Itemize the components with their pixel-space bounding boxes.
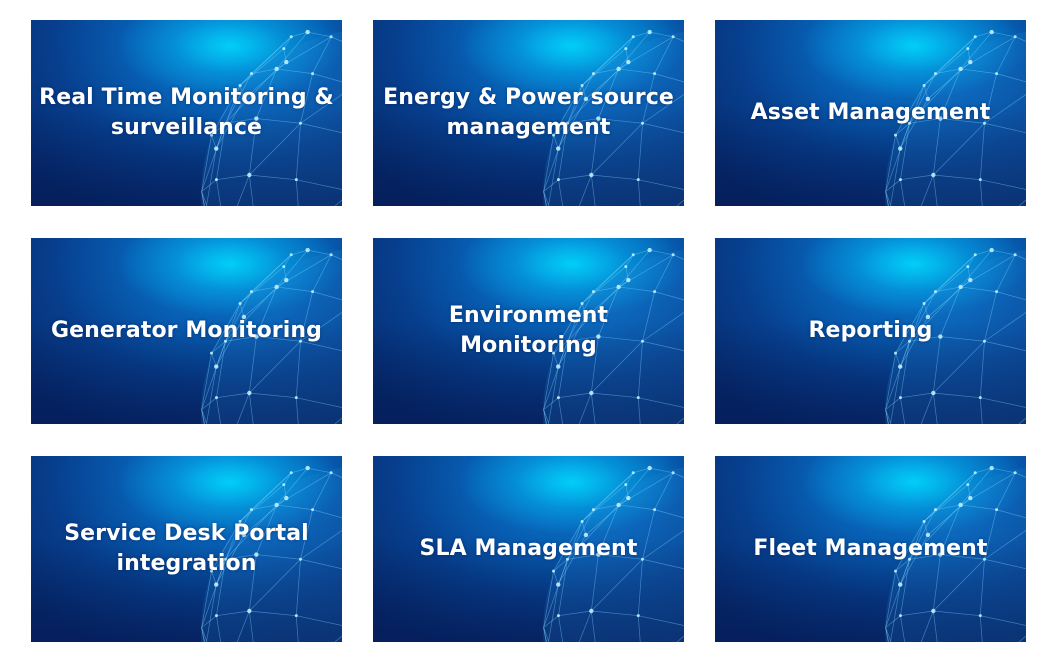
card-title: Real Time Monitoring & surveillance bbox=[39, 85, 334, 140]
globe-network-icon bbox=[201, 465, 342, 642]
network-nodes bbox=[210, 465, 333, 618]
card-title: Energy & Power source management bbox=[383, 85, 674, 140]
card-title: Service Desk Portal integration bbox=[64, 521, 309, 576]
feature-card-fleet-management[interactable]: Fleet Management bbox=[715, 456, 1026, 642]
network-nodes bbox=[552, 465, 675, 618]
network-nodes bbox=[552, 29, 675, 182]
network-lines bbox=[543, 249, 684, 424]
card-title: Reporting bbox=[808, 318, 933, 343]
network-lines bbox=[543, 31, 684, 206]
globe-network-icon bbox=[201, 29, 342, 206]
network-lines bbox=[201, 31, 342, 206]
feature-card-environment-monitoring[interactable]: Environment Monitoring bbox=[373, 238, 684, 424]
feature-card-sla-management[interactable]: SLA Management bbox=[373, 456, 684, 642]
feature-card-real-time-monitoring[interactable]: Real Time Monitoring & surveillance bbox=[31, 20, 342, 206]
network-lines bbox=[885, 31, 1026, 206]
network-nodes bbox=[894, 247, 1017, 400]
card-title: Generator Monitoring bbox=[50, 318, 323, 343]
feature-card-reporting[interactable]: Reporting bbox=[715, 238, 1026, 424]
network-lines bbox=[201, 467, 342, 642]
globe-disc bbox=[543, 31, 684, 206]
network-lines bbox=[201, 249, 342, 424]
globe-disc bbox=[885, 467, 1026, 642]
globe-network-icon bbox=[201, 247, 342, 424]
globe-network-icon bbox=[885, 29, 1026, 206]
globe-disc bbox=[543, 249, 684, 424]
network-nodes bbox=[552, 247, 675, 400]
network-lines bbox=[885, 249, 1026, 424]
network-nodes bbox=[210, 29, 333, 182]
globe-network-icon bbox=[543, 247, 684, 424]
globe-disc bbox=[201, 467, 342, 642]
globe-network-icon bbox=[543, 465, 684, 642]
card-title: Fleet Management bbox=[753, 536, 988, 561]
feature-grid: Real Time Monitoring & surveillance Ener… bbox=[31, 20, 1026, 642]
network-nodes bbox=[210, 247, 333, 400]
card-title: Environment Monitoring bbox=[448, 303, 609, 358]
network-nodes bbox=[894, 29, 1017, 182]
globe-network-icon bbox=[543, 29, 684, 206]
globe-network-icon bbox=[885, 465, 1026, 642]
globe-disc bbox=[543, 467, 684, 642]
network-lines bbox=[885, 467, 1026, 642]
feature-card-asset-management[interactable]: Asset Management bbox=[715, 20, 1026, 206]
network-lines bbox=[543, 467, 684, 642]
network-nodes bbox=[894, 465, 1017, 618]
globe-disc bbox=[201, 31, 342, 206]
feature-card-energy-power[interactable]: Energy & Power source management bbox=[373, 20, 684, 206]
card-title: Asset Management bbox=[750, 100, 991, 125]
feature-card-service-desk[interactable]: Service Desk Portal integration bbox=[31, 456, 342, 642]
globe-network-icon bbox=[885, 247, 1026, 424]
globe-disc bbox=[885, 31, 1026, 206]
globe-disc bbox=[885, 249, 1026, 424]
card-title: SLA Management bbox=[419, 536, 638, 561]
globe-disc bbox=[201, 249, 342, 424]
feature-card-generator-monitoring[interactable]: Generator Monitoring bbox=[31, 238, 342, 424]
